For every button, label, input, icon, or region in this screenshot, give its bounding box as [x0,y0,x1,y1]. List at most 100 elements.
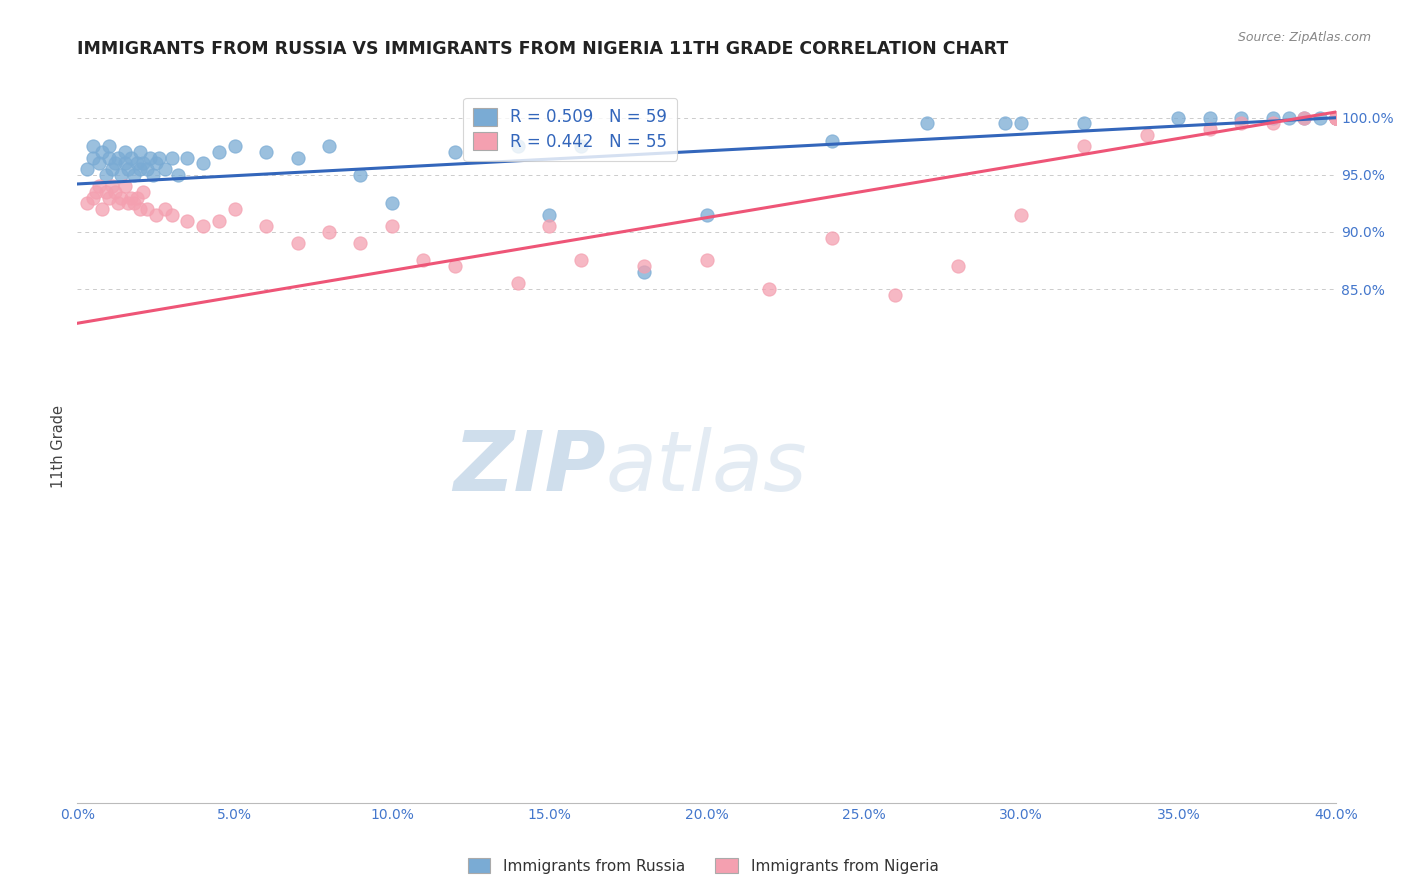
Point [129,145,152,159]
Point [1294,111,1316,125]
Point [160,208,183,222]
Point [696,208,718,222]
Point [82,191,104,205]
Text: IMMIGRANTS FROM RUSSIA VS IMMIGRANTS FROM NIGERIA 11TH GRADE CORRELATION CHART: IMMIGRANTS FROM RUSSIA VS IMMIGRANTS FRO… [77,40,1008,58]
Point [1010,116,1032,130]
Point [107,151,129,165]
Point [89,156,111,170]
Point [129,202,152,216]
Point [160,151,183,165]
Point [1324,111,1347,125]
Point [1324,111,1347,125]
Point [132,156,155,170]
Point [224,202,246,216]
Point [287,151,309,165]
Point [97,151,120,165]
Point [114,179,136,194]
Point [135,202,157,216]
Point [444,259,467,273]
Point [318,225,340,239]
Point [208,213,231,227]
Point [167,168,190,182]
Point [138,151,160,165]
Point [148,151,170,165]
Point [145,208,167,222]
Point [191,219,215,234]
Point [758,282,780,296]
Point [254,145,277,159]
Point [145,156,167,170]
Point [318,139,340,153]
Point [120,151,142,165]
Point [412,253,434,268]
Point [114,145,136,159]
Point [97,191,120,205]
Text: ZIP: ZIP [453,427,606,508]
Point [104,156,127,170]
Point [1261,111,1284,125]
Point [94,185,117,199]
Y-axis label: 11th Grade: 11th Grade [51,404,66,488]
Point [1324,111,1347,125]
Point [101,179,124,194]
Point [76,196,98,211]
Point [1230,111,1253,125]
Point [1073,116,1095,130]
Point [1167,111,1189,125]
Point [104,185,127,199]
Point [122,168,145,182]
Point [89,179,111,194]
Point [349,236,371,251]
Point [1199,111,1222,125]
Point [84,185,107,199]
Point [117,162,139,177]
Point [120,191,142,205]
Point [94,168,117,182]
Point [1324,111,1347,125]
Point [349,168,371,182]
Point [1277,111,1299,125]
Point [254,219,277,234]
Point [176,151,198,165]
Point [224,139,246,153]
Point [1324,111,1347,125]
Point [135,162,157,177]
Point [191,156,215,170]
Point [176,213,198,227]
Point [129,162,152,177]
Text: atlas: atlas [606,427,807,508]
Text: Source: ZipAtlas.com: Source: ZipAtlas.com [1237,31,1371,45]
Point [91,145,114,159]
Point [821,230,844,244]
Point [1324,111,1347,125]
Point [1309,111,1331,125]
Point [97,139,120,153]
Point [569,139,592,153]
Point [538,208,561,222]
Point [117,196,139,211]
Point [127,156,149,170]
Point [569,253,592,268]
Point [82,139,104,153]
Point [506,277,529,291]
Legend: R = 0.509   N = 59, R = 0.442   N = 55: R = 0.509 N = 59, R = 0.442 N = 55 [463,97,676,161]
Point [1324,111,1347,125]
Point [633,265,655,279]
Legend: Immigrants from Russia, Immigrants from Nigeria: Immigrants from Russia, Immigrants from … [461,852,945,880]
Point [142,168,165,182]
Point [122,196,145,211]
Point [1324,111,1347,125]
Point [1010,208,1032,222]
Point [915,116,938,130]
Point [884,287,907,301]
Point [506,139,529,153]
Point [381,196,404,211]
Point [1073,139,1095,153]
Point [107,196,129,211]
Point [91,202,114,216]
Point [101,162,124,177]
Point [155,202,177,216]
Point [1324,111,1347,125]
Point [633,259,655,273]
Point [1294,111,1316,125]
